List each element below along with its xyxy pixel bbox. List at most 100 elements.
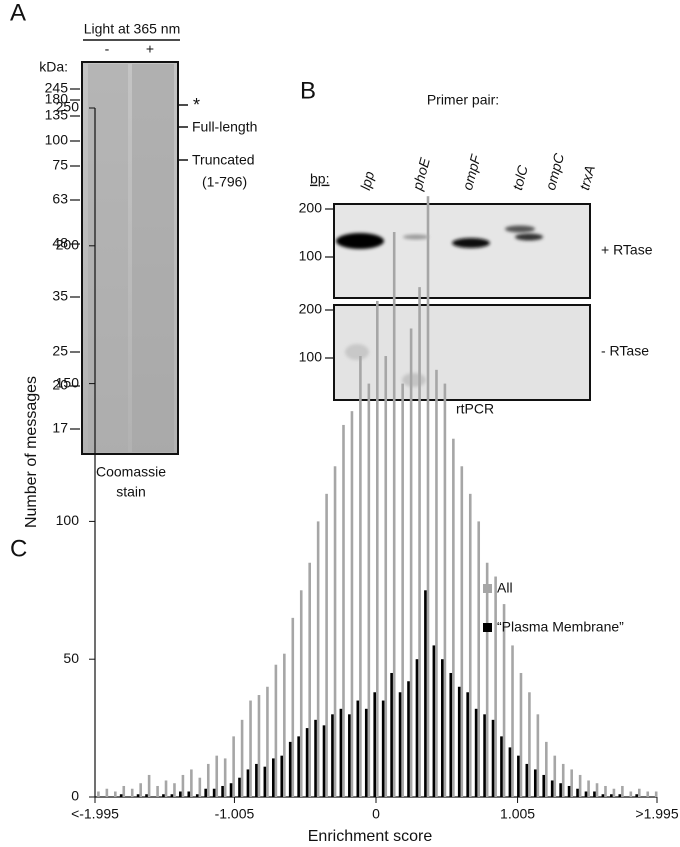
panel-label: C	[10, 535, 27, 562]
bar	[195, 794, 199, 797]
bar	[449, 672, 453, 797]
bar	[654, 791, 658, 797]
marker-label: 75	[52, 157, 68, 173]
bar	[491, 719, 495, 797]
bar	[401, 383, 404, 797]
bar	[257, 695, 261, 797]
bar	[587, 780, 590, 797]
annotation: *	[193, 95, 200, 115]
y-tick-label: 0	[71, 788, 79, 804]
bar	[466, 692, 469, 797]
smear	[402, 373, 426, 387]
marker-label: 200	[299, 301, 323, 317]
marker-label: 245	[45, 80, 69, 96]
marker-label: 100	[299, 248, 323, 264]
gel-frame	[333, 203, 591, 299]
lane-label: ompC	[542, 151, 567, 192]
bar	[508, 747, 512, 797]
legend-label: All	[497, 580, 513, 596]
condition-label: + RTase	[601, 242, 653, 258]
bar	[390, 672, 393, 797]
band	[505, 225, 535, 233]
bar	[612, 788, 616, 797]
bar	[308, 562, 311, 797]
bar	[333, 466, 337, 797]
bar	[305, 728, 309, 797]
bar	[601, 794, 605, 797]
lane-label: phoE	[409, 155, 433, 192]
bar	[407, 681, 410, 797]
bar	[460, 466, 464, 797]
marker-label: 63	[52, 191, 68, 207]
condition-label: - RTase	[601, 343, 649, 359]
marker-header: bp:	[310, 171, 329, 187]
bar	[266, 686, 269, 797]
legend-label: “Plasma Membrane”	[497, 619, 624, 635]
bar	[468, 493, 472, 797]
bar	[179, 791, 182, 797]
bar	[212, 788, 216, 797]
bar	[297, 736, 300, 797]
bar	[359, 356, 362, 797]
smear	[345, 344, 369, 360]
light-header: Light at 365 nm	[84, 21, 181, 37]
bar	[232, 736, 235, 797]
bar	[204, 788, 207, 797]
bar	[435, 369, 438, 797]
bar	[621, 785, 624, 797]
bar	[567, 785, 571, 797]
bar	[339, 708, 343, 797]
bar	[198, 777, 202, 797]
bar	[559, 783, 562, 797]
bar	[274, 664, 278, 797]
x-tick-label: >1.995	[635, 806, 678, 822]
marker-label: 20	[52, 377, 68, 393]
x-tick-label: 1.005	[500, 806, 535, 822]
bar	[246, 769, 250, 797]
bar	[331, 714, 334, 797]
bar	[299, 590, 303, 797]
bar	[533, 769, 537, 797]
bar	[570, 769, 573, 797]
bar	[373, 692, 376, 797]
bar	[474, 708, 478, 797]
bar	[494, 576, 497, 797]
bar	[398, 692, 402, 797]
bar	[147, 774, 151, 797]
caption: Coomassie	[96, 464, 166, 480]
bar	[97, 791, 100, 797]
y-tick-label: 100	[56, 512, 80, 528]
bar	[130, 788, 134, 797]
bar	[181, 774, 185, 797]
marker-label: 35	[52, 288, 68, 304]
bar	[432, 645, 436, 797]
bar	[525, 763, 529, 797]
y-axis-label: Number of messages	[23, 376, 40, 528]
bar	[637, 788, 641, 797]
marker-label: 17	[52, 420, 68, 436]
bar	[618, 794, 622, 797]
lane-label: -	[105, 41, 110, 57]
bar	[271, 758, 275, 797]
bar	[443, 383, 447, 797]
marker-label: 48	[52, 235, 68, 251]
bar	[545, 741, 548, 797]
lane-label: tolC	[509, 163, 531, 192]
bar	[190, 769, 193, 797]
bar	[263, 766, 267, 797]
y-tick-label: 200	[56, 237, 80, 253]
bar	[553, 755, 557, 797]
bar	[500, 736, 503, 797]
marker-label: 100	[299, 349, 323, 365]
bar	[238, 777, 241, 797]
bar	[528, 692, 531, 797]
bar	[105, 788, 109, 797]
x-tick-label: -1.005	[215, 806, 255, 822]
bar	[426, 196, 430, 797]
bar	[517, 755, 520, 797]
x-tick-label: <-1.995	[71, 806, 119, 822]
bar	[229, 783, 233, 797]
bar	[119, 794, 123, 797]
bar	[536, 714, 540, 797]
bar	[291, 617, 295, 797]
